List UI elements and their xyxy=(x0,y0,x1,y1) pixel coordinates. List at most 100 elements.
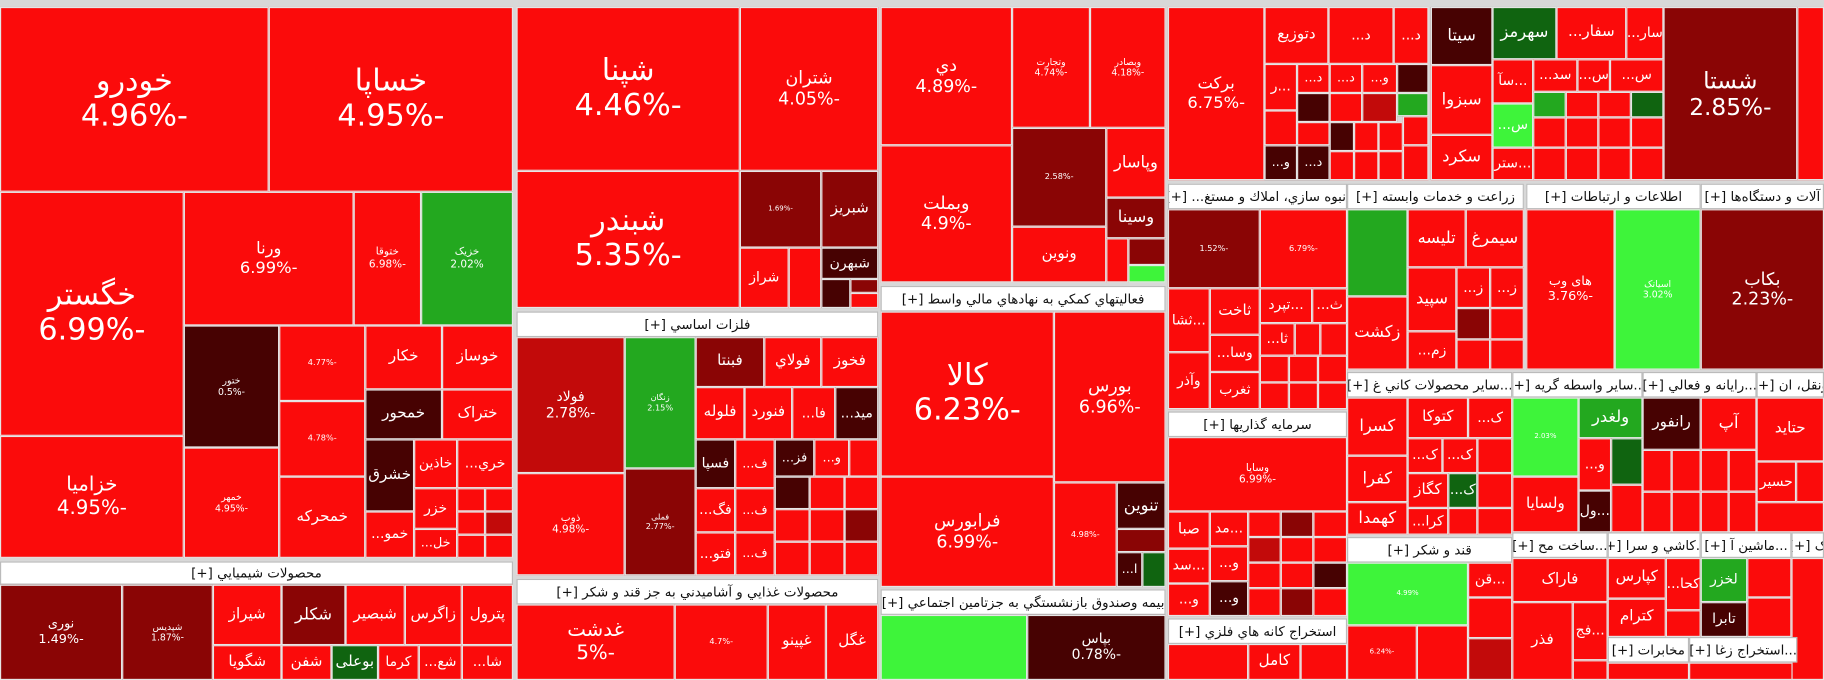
stock-tile-unlabeled[interactable] xyxy=(1280,511,1314,538)
stock-tile-unlabeled[interactable] xyxy=(1611,484,1643,533)
stock-tile-unlabeled[interactable] xyxy=(1533,147,1566,181)
stock-tile-unlabeled[interactable] xyxy=(1611,438,1643,485)
stock-tile[interactable]: 4.99% xyxy=(1347,562,1469,626)
stock-tile-unlabeled[interactable] xyxy=(1728,449,1757,492)
stock-tile[interactable]: ختراک xyxy=(442,389,514,440)
stock-tile[interactable]: خمحور xyxy=(365,389,443,440)
stock-tile-unlabeled[interactable] xyxy=(850,278,879,293)
stock-tile[interactable]: شراز xyxy=(739,247,789,309)
stock-tile-unlabeled[interactable] xyxy=(1280,537,1314,563)
stock-tile-unlabeled[interactable] xyxy=(457,534,486,558)
stock-tile[interactable]: غپینو xyxy=(767,604,826,680)
stock-tile[interactable]: سهرمز xyxy=(1492,6,1557,60)
stock-tile[interactable]: -1.69% xyxy=(739,170,822,248)
stock-tile[interactable]: و... xyxy=(1209,546,1249,582)
stock-tile-unlabeled[interactable] xyxy=(1288,382,1318,410)
stock-tile[interactable]: -6.24% xyxy=(1347,625,1417,680)
stock-tile-unlabeled[interactable] xyxy=(1689,662,1798,680)
stock-tile[interactable]: ونوین xyxy=(1012,226,1107,283)
stock-tile[interactable]: بورس -6.96% xyxy=(1053,311,1166,483)
stock-tile-unlabeled[interactable] xyxy=(1280,562,1314,589)
stock-tile[interactable]: کحا... xyxy=(1665,557,1701,611)
stock-tile[interactable]: سار... xyxy=(1626,6,1664,60)
stock-tile-unlabeled[interactable] xyxy=(485,488,514,512)
stock-tile[interactable]: کرما xyxy=(378,645,419,680)
stock-tile[interactable]: دي -4.89% xyxy=(880,6,1013,146)
stock-tile[interactable]: خزیک 2.02% xyxy=(421,191,514,326)
stock-tile[interactable]: تلیسه xyxy=(1407,209,1466,268)
stock-tile[interactable]: فاراک xyxy=(1512,557,1608,603)
stock-tile-unlabeled[interactable] xyxy=(1378,122,1403,152)
stock-tile-unlabeled[interactable] xyxy=(1329,151,1355,181)
stock-tile[interactable]: ...تپرد xyxy=(1259,288,1313,324)
stock-tile[interactable]: کتوکا xyxy=(1407,397,1469,439)
stock-tile-unlabeled[interactable] xyxy=(1671,491,1701,533)
stock-tile[interactable]: فملی -2.77% xyxy=(624,468,696,576)
stock-tile-unlabeled[interactable] xyxy=(1248,537,1281,563)
stock-tile-unlabeled[interactable] xyxy=(821,278,851,309)
stock-tile-unlabeled[interactable] xyxy=(809,476,845,510)
stock-tile-unlabeled[interactable] xyxy=(1354,122,1379,152)
stock-tile[interactable]: لخزر xyxy=(1700,557,1748,603)
sector-title[interactable]: فلزات اساسي [+] xyxy=(516,311,879,338)
stock-tile-unlabeled[interactable] xyxy=(1468,597,1513,639)
stock-tile[interactable]: فبنتا xyxy=(695,337,765,388)
stock-tile-unlabeled[interactable] xyxy=(1607,662,1690,680)
sector-title[interactable]: محصولات غذايي و آشاميدني به جز قند و شكر… xyxy=(516,578,879,605)
stock-tile[interactable]: شع... xyxy=(418,645,462,680)
stock-tile[interactable]: بوعلی xyxy=(331,645,379,680)
stock-tile[interactable]: ورنا -6.99% xyxy=(183,191,354,326)
stock-tile-unlabeled[interactable] xyxy=(1264,110,1298,146)
stock-tile-unlabeled[interactable] xyxy=(1642,491,1672,533)
sector-title[interactable]: آلات و دستگاه‌ها [+] xyxy=(1700,183,1824,210)
stock-tile-unlabeled[interactable] xyxy=(844,541,879,576)
stock-tile[interactable]: ثاخت xyxy=(1209,288,1260,335)
stock-tile-unlabeled[interactable] xyxy=(809,541,845,576)
stock-tile[interactable]: سد... xyxy=(1533,59,1578,92)
stock-tile-unlabeled[interactable] xyxy=(1288,355,1318,383)
stock-tile[interactable]: پترول xyxy=(461,584,514,646)
stock-tile-unlabeled[interactable] xyxy=(1329,92,1363,123)
stock-tile-unlabeled[interactable] xyxy=(1362,92,1398,123)
stock-tile[interactable]: آپ xyxy=(1700,397,1757,450)
stock-tile[interactable]: کسرا xyxy=(1347,397,1408,456)
stock-tile-unlabeled[interactable] xyxy=(1747,557,1792,598)
stock-tile[interactable]: وتجارت -4.74% xyxy=(1012,6,1090,128)
stock-tile[interactable]: ث... xyxy=(1312,288,1348,324)
stock-tile[interactable]: بکاب -2.23% xyxy=(1700,209,1824,370)
stock-tile-unlabeled[interactable] xyxy=(1598,91,1631,118)
stock-tile[interactable]: خگستر -6.99% xyxy=(0,191,184,436)
stock-tile-unlabeled[interactable] xyxy=(844,476,879,510)
stock-tile[interactable]: -4.77% xyxy=(279,325,366,402)
stock-tile[interactable]: سبزوا xyxy=(1430,65,1493,135)
stock-tile[interactable]: ...سآ xyxy=(1492,59,1534,104)
stock-tile[interactable]: و... xyxy=(814,439,850,477)
stock-tile[interactable]: سفار... xyxy=(1556,6,1627,60)
stock-tile-unlabeled[interactable] xyxy=(1142,552,1166,588)
stock-tile-unlabeled[interactable] xyxy=(1630,91,1664,118)
stock-tile[interactable]: فخوز xyxy=(821,337,879,388)
stock-tile[interactable]: کهمدا xyxy=(1347,502,1408,535)
stock-tile[interactable]: کامل xyxy=(1248,643,1301,680)
stock-tile-unlabeled[interactable] xyxy=(1397,63,1429,93)
sector-title[interactable]: ...ماشين آ [+] xyxy=(1700,532,1792,558)
sector-title[interactable]: ...رايانه و فعالي [+] xyxy=(1642,371,1757,398)
stock-tile[interactable]: زم... xyxy=(1407,331,1457,370)
stock-tile[interactable]: د... xyxy=(1328,6,1394,64)
sector-title[interactable]: اطلاعات و ارتباطات [+] xyxy=(1526,183,1701,210)
stock-tile[interactable]: غگل xyxy=(825,604,879,680)
stock-tile-unlabeled[interactable] xyxy=(1490,339,1524,370)
stock-tile[interactable]: شتران -4.05% xyxy=(739,6,879,171)
stock-tile[interactable]: ...فج xyxy=(1572,602,1608,661)
stock-tile[interactable]: وسینا xyxy=(1106,197,1166,239)
stock-tile-unlabeled[interactable] xyxy=(457,511,486,535)
stock-tile[interactable]: ز... xyxy=(1456,267,1491,309)
stock-tile[interactable]: شبریز xyxy=(821,170,879,248)
stock-tile[interactable]: خکار xyxy=(365,325,443,390)
stock-tile[interactable]: خمحرکه xyxy=(279,476,366,558)
stock-tile[interactable]: فگ... xyxy=(695,488,736,533)
sector-title[interactable]: ...سایر واسطه گریه [+] xyxy=(1512,371,1643,398)
stock-tile[interactable]: ف... xyxy=(735,532,775,576)
stock-tile-unlabeled[interactable] xyxy=(457,488,486,512)
stock-tile[interactable]: و... xyxy=(1362,63,1398,93)
